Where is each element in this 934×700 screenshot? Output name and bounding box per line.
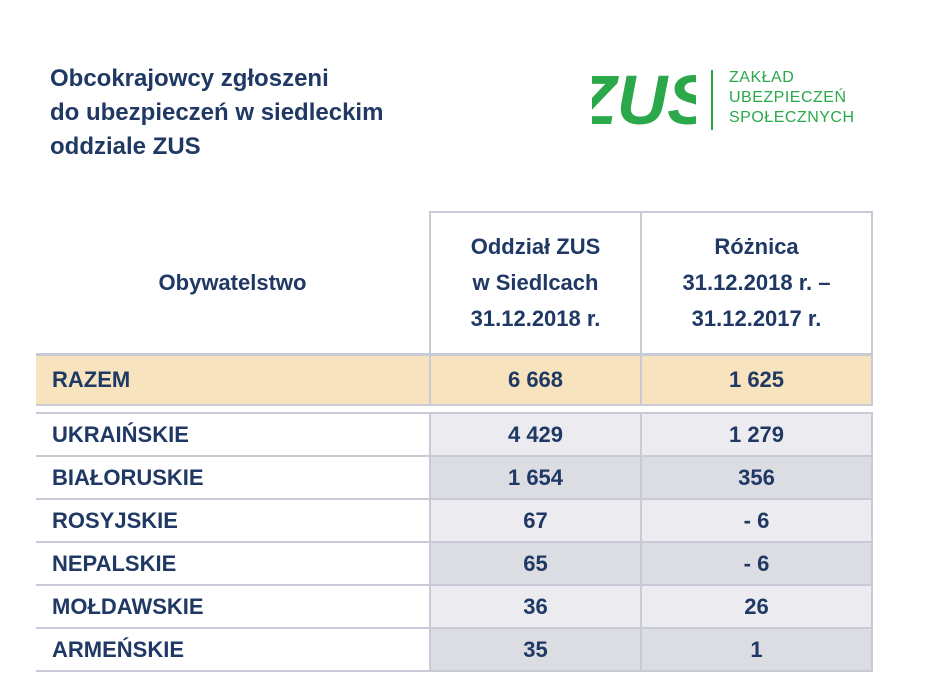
row-label: ARMEŃSKIE bbox=[36, 628, 430, 672]
table-row-total: RAZEM 6 668 1 625 bbox=[36, 353, 873, 406]
row-diff: 1 279 bbox=[640, 412, 873, 457]
logo-divider bbox=[711, 70, 713, 130]
row-diff: 26 bbox=[640, 585, 873, 629]
header-branch-line-1: Oddział ZUS bbox=[470, 234, 601, 259]
row-value: 4 429 bbox=[429, 412, 642, 457]
row-diff: 356 bbox=[640, 456, 873, 500]
table-header-row: Obywatelstwo Oddział ZUS w Siedlcach 31.… bbox=[36, 211, 873, 356]
header-branch-line-3: 31.12.2018 r. bbox=[470, 306, 601, 331]
table-row: ROSYJSKIE 67 - 6 bbox=[36, 499, 873, 543]
header-diff-line-2: 31.12.2018 r. – bbox=[682, 270, 831, 295]
total-label: RAZEM bbox=[36, 353, 430, 406]
row-value: 1 654 bbox=[429, 456, 642, 500]
logo-text-line-3: SPOŁECZNYCH bbox=[729, 109, 855, 126]
row-label: BIAŁORUSKIE bbox=[36, 456, 430, 500]
header-diff-line-3: 31.12.2017 r. bbox=[691, 306, 822, 331]
row-diff: 1 bbox=[640, 628, 873, 672]
zus-logo-mark-icon: ZUS bbox=[592, 66, 696, 130]
logo-text: ZAKŁAD UBEZPIECZEŃ SPOŁECZNYCH bbox=[729, 68, 855, 128]
row-diff: - 6 bbox=[640, 499, 873, 543]
zus-logo: ZUS ZAKŁAD UBEZPIECZEŃ SPOŁECZNYCH bbox=[592, 66, 872, 136]
row-value: 35 bbox=[429, 628, 642, 672]
title-line-1: Obcokrajowcy zgłoszeni bbox=[50, 65, 329, 92]
header-difference: Różnica 31.12.2018 r. – 31.12.2017 r. bbox=[640, 211, 873, 356]
row-value: 65 bbox=[429, 542, 642, 586]
row-value: 67 bbox=[429, 499, 642, 543]
row-value: 36 bbox=[429, 585, 642, 629]
logo-text-line-1: ZAKŁAD bbox=[729, 69, 795, 86]
header-branch-line-2: w Siedlcach bbox=[472, 270, 599, 295]
table-row: UKRAIŃSKIE 4 429 1 279 bbox=[36, 412, 873, 457]
table-row: BIAŁORUSKIE 1 654 356 bbox=[36, 456, 873, 500]
page-title: Obcokrajowcy zgłoszeni do ubezpieczeń w … bbox=[50, 62, 383, 164]
title-line-3: oddziale ZUS bbox=[50, 133, 201, 160]
total-diff: 1 625 bbox=[640, 353, 873, 406]
row-label: ROSYJSKIE bbox=[36, 499, 430, 543]
row-label: MOŁDAWSKIE bbox=[36, 585, 430, 629]
table-row: NEPALSKIE 65 - 6 bbox=[36, 542, 873, 586]
table-row: MOŁDAWSKIE 36 26 bbox=[36, 585, 873, 629]
row-label: UKRAIŃSKIE bbox=[36, 412, 430, 457]
table-spacer bbox=[36, 405, 872, 413]
row-label: NEPALSKIE bbox=[36, 542, 430, 586]
title-line-2: do ubezpieczeń w siedleckim bbox=[50, 99, 384, 126]
header-citizenship: Obywatelstwo bbox=[36, 212, 430, 355]
row-diff: - 6 bbox=[640, 542, 873, 586]
foreigners-table: Obywatelstwo Oddział ZUS w Siedlcach 31.… bbox=[36, 211, 873, 672]
logo-text-line-2: UBEZPIECZEŃ bbox=[729, 89, 847, 106]
header-diff-line-1: Różnica bbox=[714, 234, 799, 259]
zus-logo-mark-text: ZUS bbox=[592, 66, 696, 130]
total-value: 6 668 bbox=[429, 353, 642, 406]
header-branch-count: Oddział ZUS w Siedlcach 31.12.2018 r. bbox=[429, 211, 642, 356]
table-row: ARMEŃSKIE 35 1 bbox=[36, 628, 873, 672]
